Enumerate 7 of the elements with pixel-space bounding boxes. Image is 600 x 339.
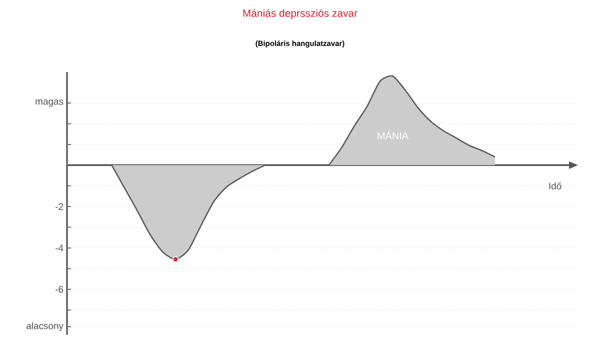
y-tick-label: -6 (55, 286, 64, 293)
y-tick-label: alacsony (26, 322, 64, 332)
chart-title: Mániás deprssziós zavar (243, 9, 358, 19)
y-tick-label: -4 (55, 244, 64, 252)
x-axis-title: Idő (549, 182, 562, 190)
y-tick-label: magas (36, 100, 64, 107)
y-tick-label: -2 (55, 203, 64, 210)
